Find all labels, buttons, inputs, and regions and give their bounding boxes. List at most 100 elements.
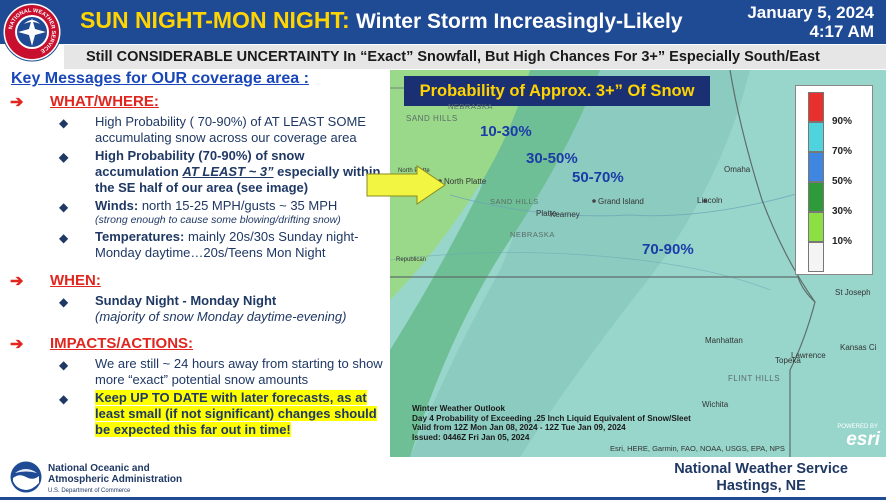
bullet-lead: Winds: <box>95 198 139 213</box>
map-title: Probability of Approx. 3+” Of Snow <box>404 76 710 106</box>
snow-probability-map: Probability of Approx. 3+” Of Snow 10-30… <box>390 70 886 457</box>
arrow-right-icon: ➔ <box>10 336 24 353</box>
bullet-note: (strong enough to cause some blowing/dri… <box>95 214 341 226</box>
zone-label-50-70: 50-70% <box>572 169 624 186</box>
diamond-bullet-icon: ◆ <box>59 358 69 372</box>
legend-swatch <box>808 182 824 212</box>
footer-bar <box>0 497 886 500</box>
key-messages-title: Key Messages for OUR coverage area : <box>11 70 309 88</box>
noaa-name-line1: National Oceanic and <box>48 463 150 474</box>
place-label: North Platte <box>444 177 487 186</box>
header-bar: SUN NIGHT-MON NIGHT: Winter Storm Increa… <box>0 0 886 44</box>
section-label-what-where: WHAT/WHERE: <box>50 93 159 110</box>
bullet-text-cont: especially within the SE half of our are… <box>95 164 381 195</box>
key-messages-panel: Key Messages for OUR coverage area : ➔ W… <box>8 70 390 456</box>
city-dot <box>592 199 596 203</box>
noaa-name: National Oceanic and Atmospheric Adminis… <box>48 463 182 485</box>
legend-label: 90% <box>832 116 853 127</box>
diamond-bullet-icon: ◆ <box>59 392 69 406</box>
outlook-line: Day 4 Probability of Exceeding .25 Inch … <box>412 413 691 423</box>
list-item: ◆ Temperatures: mainly 20s/30s Sunday ni… <box>8 229 390 261</box>
diamond-bullet-icon: ◆ <box>59 150 69 164</box>
title-rest: Winter Storm Increasingly-Likely <box>356 10 683 33</box>
map-legend: 90% 70% 50% 30% 10% <box>795 85 873 275</box>
office-name: National Weather Service Hastings, NE <box>674 461 848 495</box>
place-label: Lawrence <box>791 351 826 360</box>
zone-label-30-50: 30-50% <box>526 150 578 167</box>
office-line1: National Weather Service <box>674 461 848 477</box>
zone-50-70 <box>410 70 750 457</box>
bullet-lead: Sunday Night - Monday Night <box>95 293 277 308</box>
place-label: Kansas Ci <box>840 343 877 352</box>
section-head: ➔ WHEN: <box>8 271 390 291</box>
callout-arrow-icon <box>366 165 446 205</box>
legend-label: 10% <box>832 236 853 247</box>
issue-date: January 5, 2024 <box>747 3 874 22</box>
bullet-emphasis: AT LEAST ~ 3” <box>182 164 274 179</box>
place-label: FLINT HILLS <box>728 374 781 383</box>
state-border-east <box>729 70 816 457</box>
arrow-right-icon: ➔ <box>10 273 24 290</box>
list-item: ◆ High Probability ( 70-90%) of AT LEAST… <box>8 114 390 146</box>
outlook-line: Winter Weather Outlook <box>412 404 506 413</box>
issue-datetime: January 5, 2024 4:17 AM <box>747 3 874 41</box>
diamond-bullet-icon: ◆ <box>59 231 69 245</box>
bullet-lead: Temperatures: <box>95 229 185 244</box>
zone-10-30 <box>390 70 530 300</box>
noaa-department: U.S. Department of Commerce <box>48 488 131 494</box>
section-impacts-actions: ➔ IMPACTS/ACTIONS: ◆ We are still ~ 24 h… <box>8 334 390 438</box>
nebraska-kansas-border <box>390 276 816 303</box>
place-label: SAND HILLS <box>406 114 458 123</box>
bullet-text: We are still ~ 24 hours away from starti… <box>95 356 383 387</box>
esri-logo: esri <box>846 429 880 450</box>
place-label: NEBRASKA <box>448 102 493 111</box>
bullet-text: High Probability ( 70-90%) of AT LEAST S… <box>95 114 366 145</box>
highlighted-warning: Keep UP TO DATE with later forecasts, as… <box>95 390 377 437</box>
subtitle: Still CONSIDERABLE UNCERTAINTY In “Exact… <box>64 45 886 69</box>
issue-time: 4:17 AM <box>809 22 874 41</box>
legend-label: 70% <box>832 146 853 157</box>
title-highlight: SUN NIGHT-MON NIGHT: <box>80 7 350 33</box>
place-label: Manhattan <box>705 336 743 345</box>
diamond-bullet-icon: ◆ <box>59 116 69 130</box>
place-label: North Platte <box>398 168 430 174</box>
section-head: ➔ WHAT/WHERE: <box>8 92 390 112</box>
footer: National Oceanic and Atmospheric Adminis… <box>0 457 886 500</box>
office-line2: Hastings, NE <box>716 478 806 494</box>
page-title: SUN NIGHT-MON NIGHT: Winter Storm Increa… <box>80 7 683 34</box>
legend-swatch <box>808 122 824 152</box>
bullet-text: mainly 20s/30s Sunday night-Monday dayti… <box>95 229 359 260</box>
place-label: Wichita <box>702 400 729 409</box>
place-label: St Joseph <box>835 288 871 297</box>
platte-river <box>449 189 811 217</box>
place-label: Platte <box>536 209 557 218</box>
list-item: ◆ High Probability (70-90%) of snow accu… <box>8 148 390 196</box>
place-label: SAND HILLS <box>490 197 539 206</box>
place-label: Republican <box>396 257 427 263</box>
key-messages-title-colon: : <box>303 70 309 87</box>
bullet-note: (majority of snow Monday daytime-evening… <box>95 309 347 324</box>
place-label: Topeka <box>775 356 801 365</box>
list-item: ◆ Winds: north 15-25 MPH/gusts ~ 35 MPH … <box>8 198 390 227</box>
section-label-when: WHEN: <box>50 272 101 289</box>
legend-swatch <box>808 152 824 182</box>
noaa-name-line2: Atmospheric Administration <box>48 474 183 485</box>
outlook-info: Winter Weather Outlook Day 4 Probability… <box>412 404 691 442</box>
section-head: ➔ IMPACTS/ACTIONS: <box>8 334 390 354</box>
legend-swatch <box>808 242 824 272</box>
place-label: Grand Island <box>598 197 644 206</box>
bullet-text: north 15-25 MPH/gusts ~ 35 MPH <box>138 198 338 213</box>
nws-logo-icon: NATIONAL WEATHER SERVICE <box>2 2 62 62</box>
list-item: ◆ We are still ~ 24 hours away from star… <box>8 356 390 388</box>
list-item: ◆ Sunday Night - Monday Night (majority … <box>8 293 390 325</box>
section-what-where: ➔ WHAT/WHERE: ◆ High Probability ( 70-90… <box>8 92 390 261</box>
city-dot <box>703 199 707 203</box>
zone-label-10-30: 10-30% <box>480 123 532 140</box>
diamond-bullet-icon: ◆ <box>59 200 69 214</box>
place-label: Omaha <box>724 165 751 174</box>
place-label: NEBRASKA <box>510 230 555 239</box>
section-label-impacts-actions: IMPACTS/ACTIONS: <box>50 335 194 352</box>
key-messages-title-text: Key Messages for OUR coverage area <box>11 70 300 87</box>
map-attribution: Esri, HERE, Garmin, FAO, NOAA, USGS, EPA… <box>610 444 785 453</box>
bullet-text: High Probability (70-90%) of snow accumu… <box>95 148 305 179</box>
